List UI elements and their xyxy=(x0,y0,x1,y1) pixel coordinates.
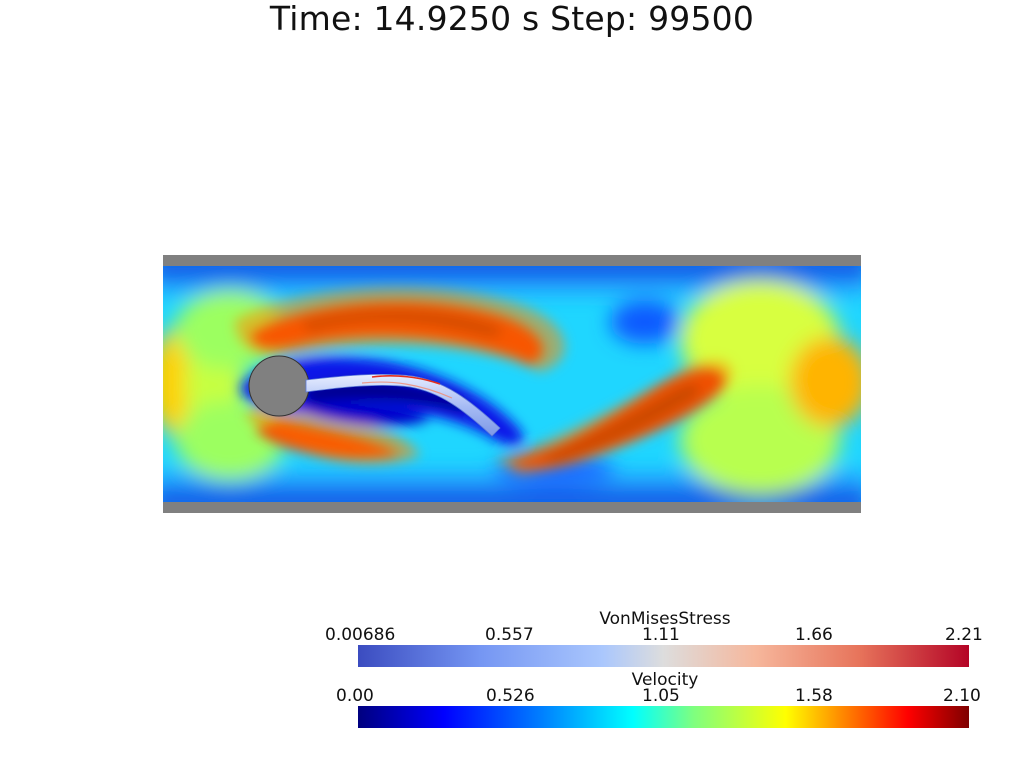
stress-tick-label: 1.66 xyxy=(795,625,833,645)
stress-tick-label: 1.11 xyxy=(642,625,680,645)
velocity-tick-label: 2.10 xyxy=(943,686,981,706)
velocity-legend-title: Velocity xyxy=(631,670,699,690)
channel-top-wall xyxy=(163,255,861,266)
velocity-colorbar xyxy=(358,706,969,728)
velocity-tick-label: 1.58 xyxy=(795,686,833,706)
velocity-tick-label: 1.05 xyxy=(642,686,680,706)
stress-tick-label: 0.557 xyxy=(485,625,534,645)
elastic-flag xyxy=(305,373,501,437)
cylinder-obstacle xyxy=(248,355,310,417)
stress-colorbar xyxy=(358,645,969,667)
time-step-title: Time: 14.9250 s Step: 99500 xyxy=(269,0,755,38)
stress-tick-label: 0.00686 xyxy=(325,625,396,645)
velocity-tick-label: 0.00 xyxy=(336,686,374,706)
velocity-field xyxy=(163,266,861,502)
channel-bottom-wall xyxy=(163,502,861,513)
stress-tick-label: 2.21 xyxy=(945,625,983,645)
stress-legend-title: VonMisesStress xyxy=(599,609,731,629)
velocity-tick-label: 0.526 xyxy=(486,686,535,706)
